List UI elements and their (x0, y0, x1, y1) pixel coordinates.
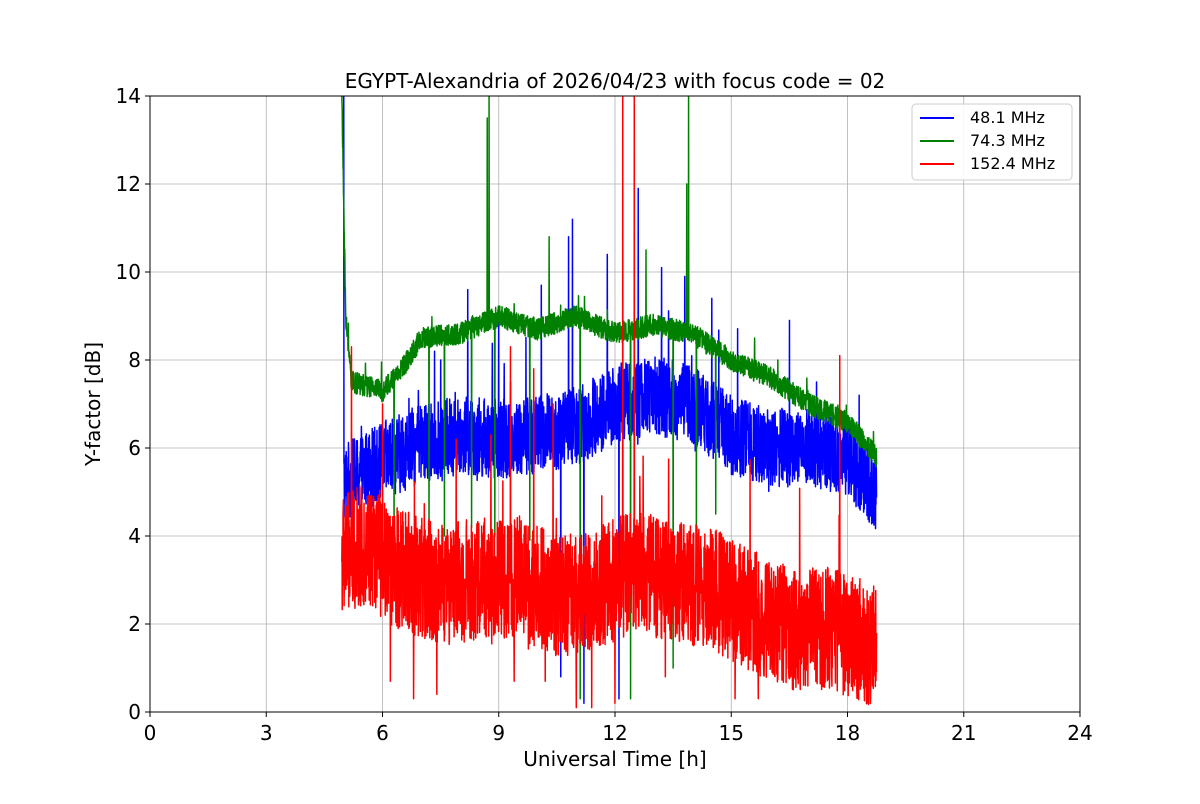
series-line-0 (343, 96, 878, 704)
y-tick-label: 0 (128, 700, 141, 724)
x-tick-label: 15 (719, 721, 744, 745)
series-line-2 (341, 96, 878, 709)
y-tick-label: 6 (128, 436, 141, 460)
x-tick-label: 12 (602, 721, 627, 745)
x-tick-label: 6 (376, 721, 389, 745)
x-tick-label: 18 (835, 721, 860, 745)
y-tick-label: 14 (116, 84, 141, 108)
legend-box (911, 103, 1073, 181)
series-line-1 (341, 96, 878, 700)
x-tick-label: 24 (1067, 721, 1092, 745)
x-tick-label: 3 (260, 721, 273, 745)
legend: 48.1 MHz 74.3 MHz 152.4 MHz (911, 103, 1073, 181)
x-tick-label: 9 (492, 721, 505, 745)
series-lines (341, 96, 878, 709)
y-tick-label: 2 (128, 612, 141, 636)
y-axis-label: Y-factor [dB] (81, 342, 105, 467)
legend-label-1: 74.3 MHz (970, 131, 1045, 150)
y-tick-label: 8 (128, 348, 141, 372)
legend-label-2: 152.4 MHz (970, 154, 1055, 173)
x-tick-label: 21 (951, 721, 976, 745)
legend-label-0: 48.1 MHz (970, 108, 1045, 127)
y-tick-label: 4 (128, 524, 141, 548)
y-tick-label: 12 (116, 172, 141, 196)
chart-title: EGYPT-Alexandria of 2026/04/23 with focu… (345, 69, 886, 93)
x-axis-label: Universal Time [h] (523, 747, 706, 771)
y-tick-label: 10 (116, 260, 141, 284)
x-tick-label: 0 (144, 721, 157, 745)
